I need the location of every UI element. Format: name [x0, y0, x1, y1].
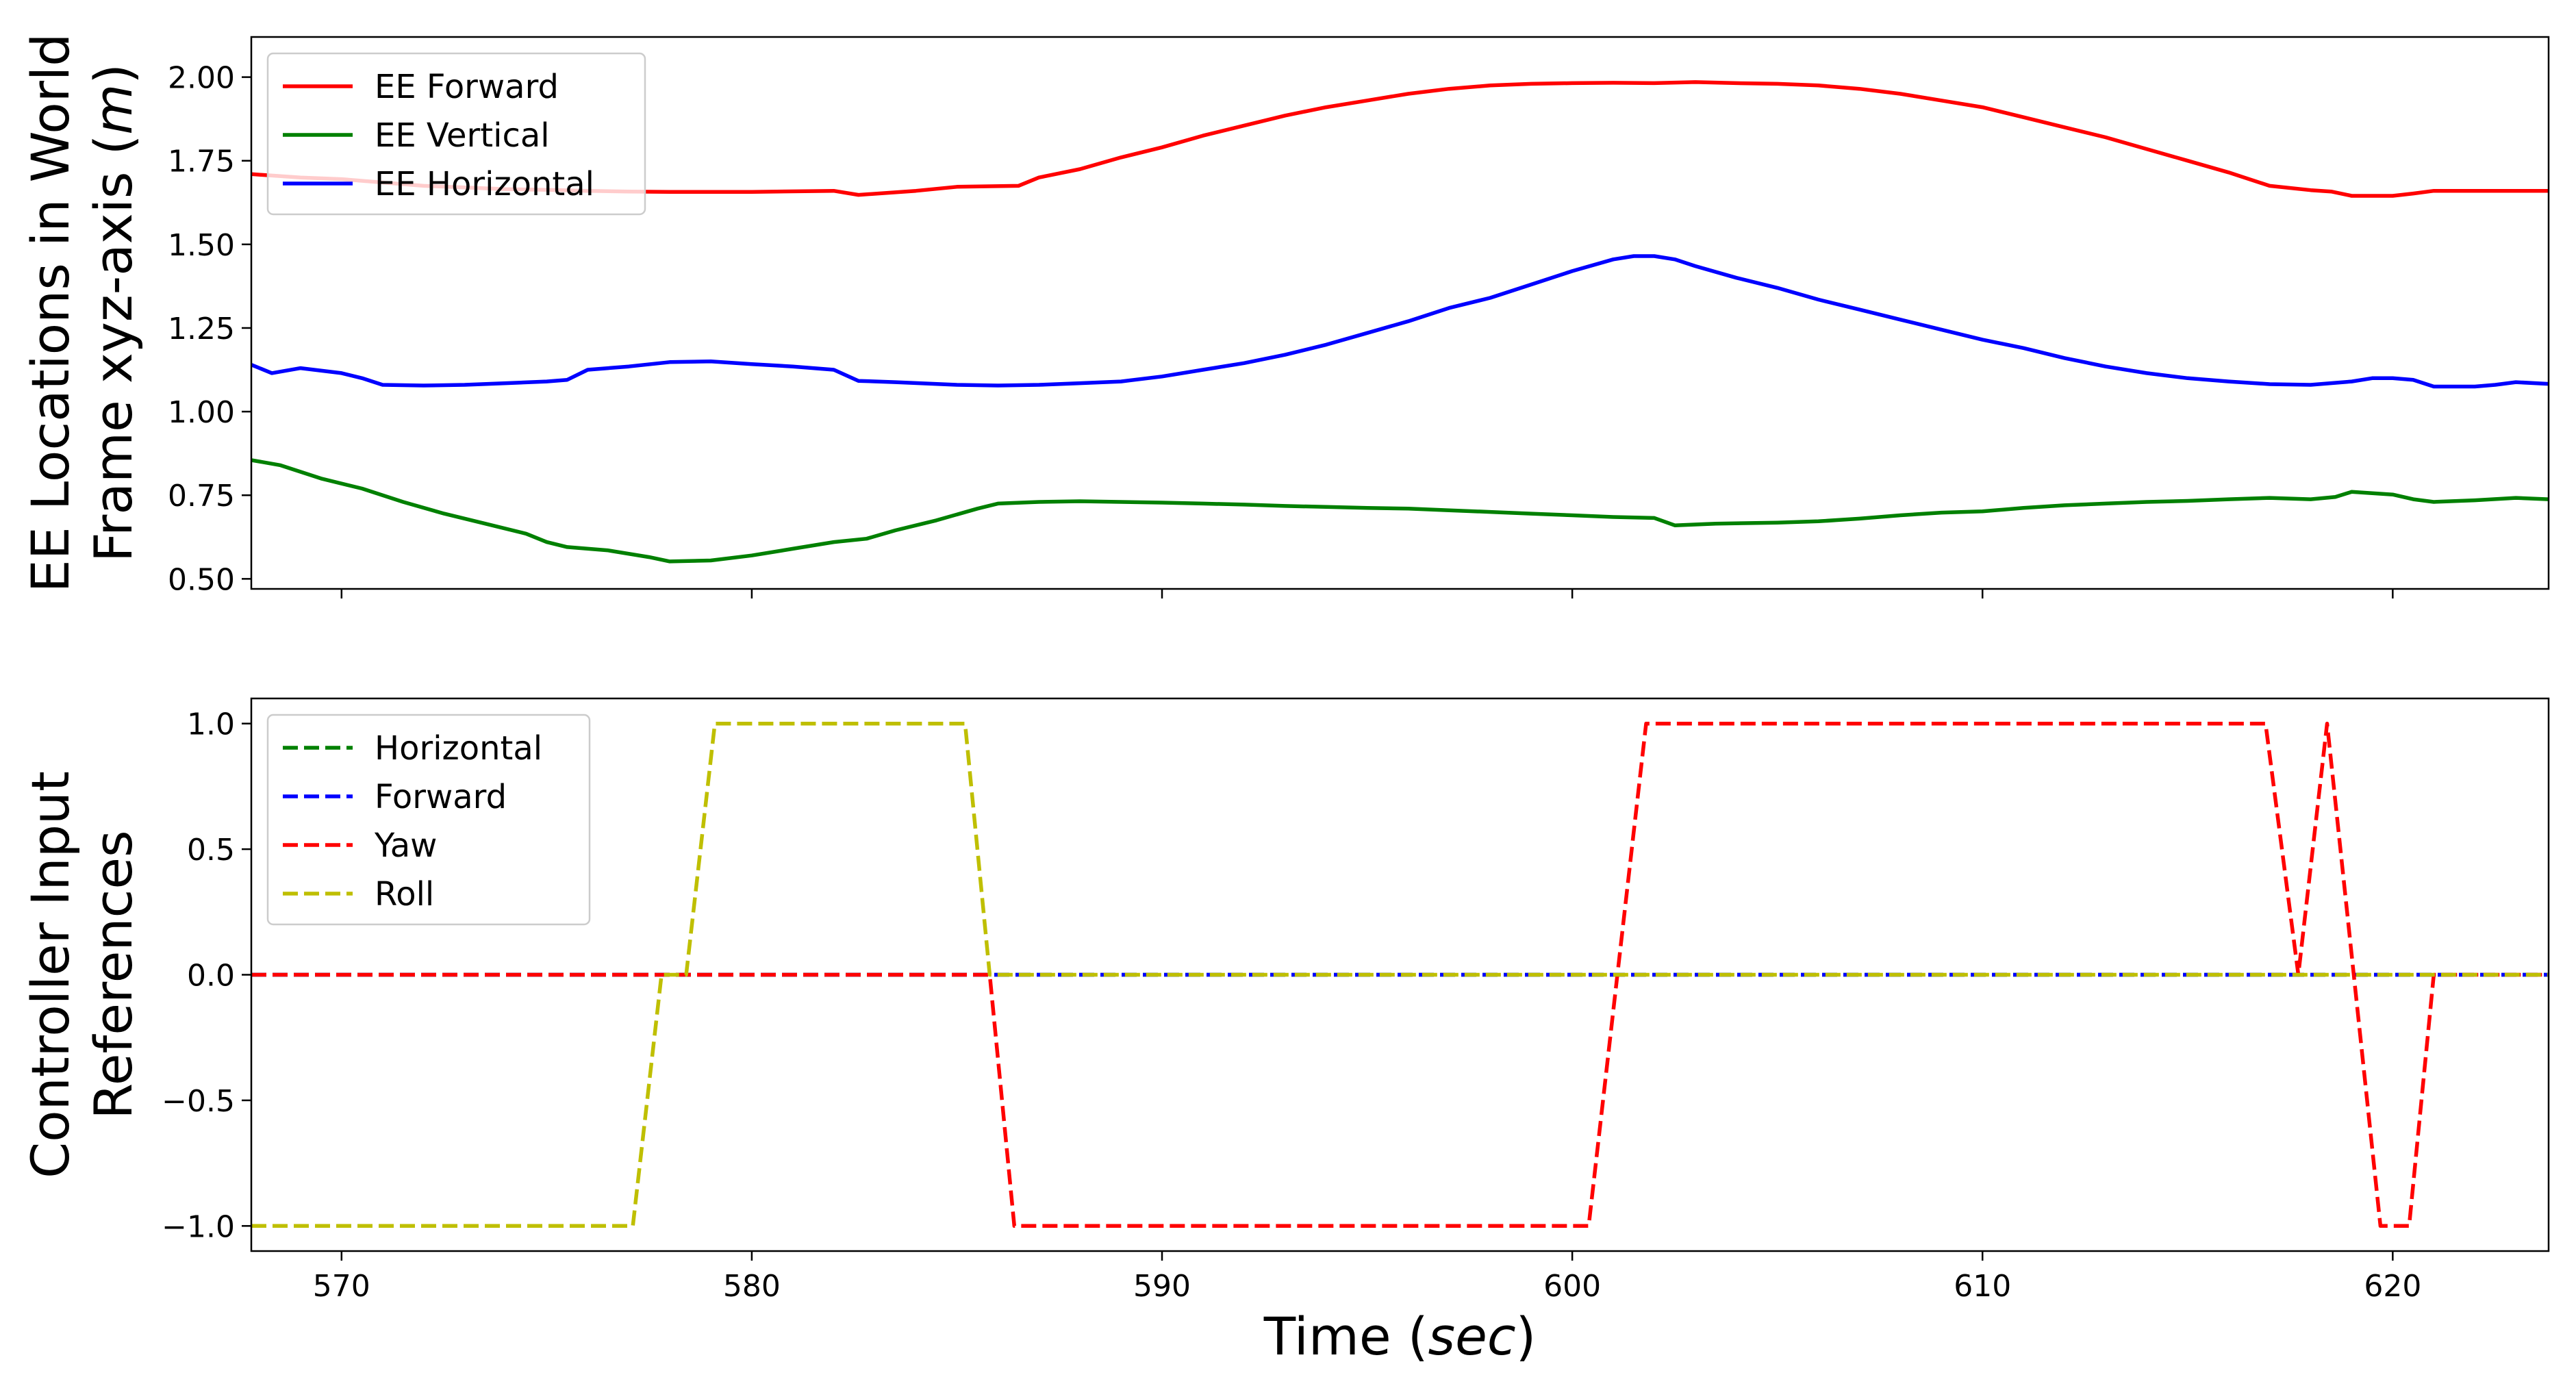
legend-label: Yaw: [374, 827, 437, 865]
y-axis-label: Controller InputReferences: [20, 771, 144, 1178]
series-group: [251, 721, 2549, 1228]
y-axis-label-line2: References: [83, 830, 144, 1119]
x-tick-label: 610: [1954, 1269, 2011, 1304]
top-panel-ee-locations: 0.50 0.75 1.00 1.25 1.50 1.75 2.00 EE Locations…: [20, 34, 2550, 598]
y-tick-label: 1.0: [187, 707, 235, 742]
y-tick-label: 1.50: [168, 228, 235, 263]
legend-box: [266, 714, 591, 926]
x-tick-label: 580: [723, 1269, 781, 1304]
y-axis-label: EE Locations in WorldFrame xyz-axis (m): [20, 34, 144, 593]
x-tick-label: 620: [2364, 1269, 2421, 1304]
y-axis-label-unit: m: [83, 84, 144, 135]
legend-label: Forward: [375, 778, 507, 816]
y-tick-label: 0.5: [187, 833, 235, 868]
y-axis-label-paren-open: (: [83, 135, 144, 172]
y-tick-label: 1.25: [168, 312, 235, 346]
legend: EE Forward EE Vertical EE Horizontal: [266, 52, 646, 216]
y-axis-label-line1: Controller Input: [20, 771, 81, 1178]
y-tick-label: 0.0: [187, 959, 235, 994]
series-line-roll: [251, 721, 2549, 1228]
y-tick-label: 2.00: [168, 61, 235, 96]
y-tick-label: 1.00: [168, 395, 235, 430]
legend-label: EE Horizontal: [375, 165, 594, 203]
y-tick-label: −0.5: [162, 1084, 235, 1119]
series-line-yaw: [251, 721, 2549, 1228]
y-tick-label: −1.0: [162, 1209, 235, 1244]
legend-label: Roll: [375, 875, 434, 913]
bottom-panel-controller-references: 570 580 590 600 610 620 −1.0 −0.5 0.0 0.5 1.0 Contr…: [20, 697, 2550, 1367]
x-axis-label-unit: sec: [1428, 1306, 1516, 1367]
y-axis-label-paren-close: ): [83, 64, 144, 84]
y-tick-label: 0.50: [168, 562, 235, 597]
plot-frame: [250, 36, 2550, 590]
series-line-ee-vertical: [251, 458, 2549, 564]
y-tick-label: 1.75: [168, 144, 235, 179]
legend-label: Horizontal: [375, 729, 542, 768]
x-axis-label-suffix: ): [1516, 1306, 1537, 1367]
x-axis-label: Time (sec): [1263, 1306, 1537, 1367]
x-tick-label: 570: [313, 1269, 370, 1304]
y-axis-label-line1: EE Locations in World: [20, 34, 81, 593]
x-tick-label: 600: [1543, 1269, 1601, 1304]
x-axis-label-prefix: Time (: [1263, 1306, 1428, 1367]
legend-label: EE Forward: [375, 68, 559, 106]
legend: Horizontal Forward Yaw Roll: [266, 714, 591, 926]
y-tick-label: 0.75: [168, 479, 235, 514]
y-axis-label-line2: Frame xyz-axis: [83, 172, 144, 562]
legend-box: [266, 52, 646, 216]
x-tick-label: 590: [1133, 1269, 1191, 1304]
legend-label: EE Vertical: [375, 116, 550, 155]
series-line-ee-horizontal: [251, 254, 2549, 389]
